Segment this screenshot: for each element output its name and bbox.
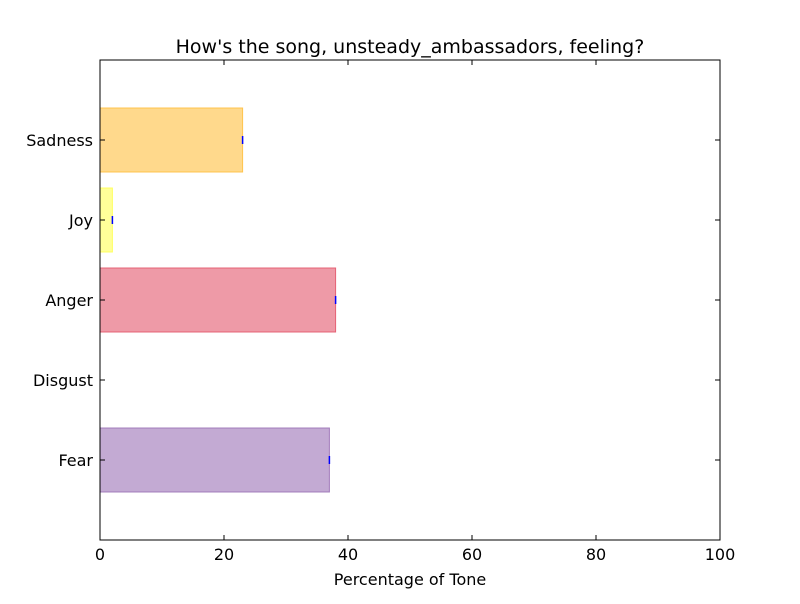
chart-title: How's the song, unsteady_ambassadors, fe… [176,36,645,58]
y-tick-label-joy: Joy [68,211,93,230]
x-tick-label-80: 80 [586,545,606,564]
x-tick-label-100: 100 [705,545,736,564]
y-tick-label-fear: Fear [58,451,93,470]
bar-fear [99,427,330,493]
x-tick-label-60: 60 [462,545,482,564]
x-tick-label-20: 20 [214,545,234,564]
y-tick-label-anger: Anger [45,291,93,310]
bar-sadness [99,107,244,173]
ticks-layer: Fear Disgust Anger Joy Sadness 0 20 40 60 80 100 [26,60,735,564]
x-axis-label: Percentage of Tone [334,570,486,589]
x-tick-label-0: 0 [95,545,105,564]
y-tick-label-disgust: Disgust [33,371,93,390]
x-tick-label-40: 40 [338,545,358,564]
bar-anger [99,267,337,333]
bars-layer [99,107,337,493]
plot-frame [99,59,721,541]
y-tick-label-sadness: Sadness [26,131,93,150]
